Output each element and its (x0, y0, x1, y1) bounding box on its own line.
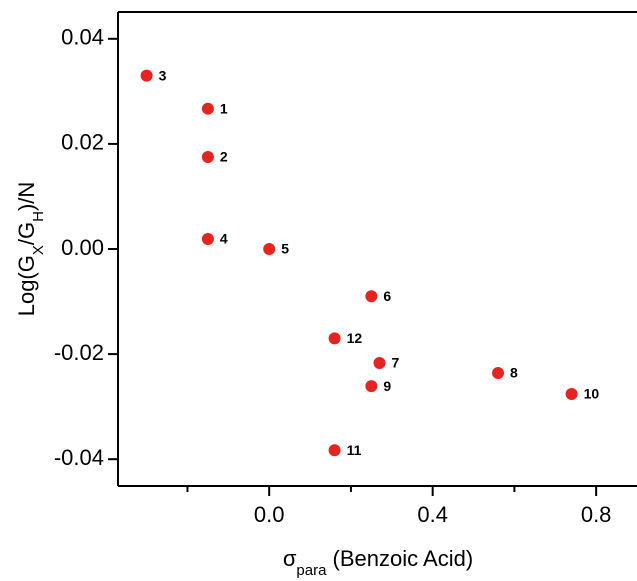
point-label: 11 (347, 442, 362, 458)
point (201, 151, 214, 164)
point (373, 357, 386, 370)
point (328, 444, 341, 457)
y-axis-label-part: /G (14, 222, 39, 245)
y-axis-label-part: H (30, 211, 47, 222)
y-tick-label: 0.00 (61, 235, 104, 260)
point (263, 243, 276, 255)
point-label: 6 (383, 288, 391, 304)
point-label: 8 (510, 365, 518, 381)
x-tick-label: 0.4 (417, 502, 448, 527)
y-tick-label: 0.02 (61, 130, 104, 155)
x-axis-label-part: para (296, 562, 327, 579)
point-label: 5 (281, 241, 289, 257)
y-axis-label-part: )/N (14, 182, 39, 211)
x-axis-label: σpara (Benzoic Acid) (283, 546, 473, 579)
point-label: 4 (220, 231, 228, 247)
point-label: 1 (220, 100, 228, 116)
x-tick-label: 0.8 (581, 502, 612, 527)
y-axis-label-part: Log(G (14, 255, 39, 316)
point (201, 102, 214, 115)
y-axis-label: Log(GX/GH)/N (14, 182, 47, 317)
y-tick-label: -0.02 (54, 340, 104, 365)
y-tick-label: 0.04 (61, 25, 104, 50)
point-label: 9 (383, 378, 391, 394)
point-label: 3 (159, 67, 167, 83)
x-axis-label-part: σ (283, 546, 297, 571)
point-label: 2 (220, 149, 228, 165)
point (201, 233, 214, 246)
point (140, 69, 153, 82)
y-tick-label: -0.04 (54, 445, 104, 470)
point (565, 388, 578, 401)
point-label: 12 (347, 330, 363, 346)
point (365, 290, 378, 303)
point-label: 7 (392, 355, 400, 371)
point-label: 10 (584, 386, 600, 402)
point (492, 367, 505, 380)
x-axis-label-part: (Benzoic Acid) (326, 546, 473, 571)
y-axis-label-part: X (30, 245, 47, 255)
point (365, 380, 378, 393)
x-tick-label: 0.0 (254, 502, 285, 527)
point (328, 332, 341, 345)
